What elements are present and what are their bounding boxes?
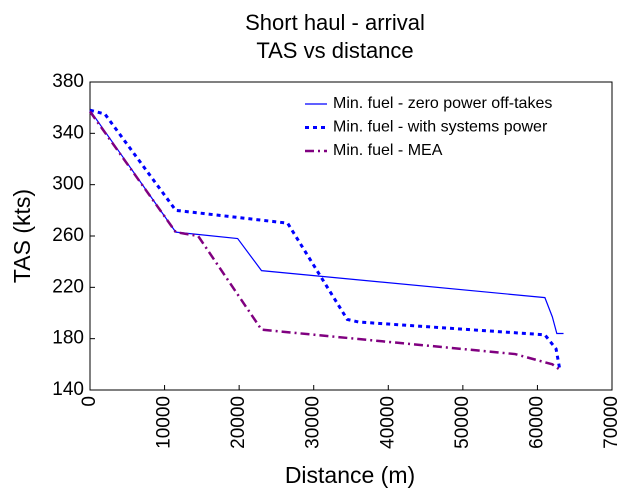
x-tick-label: 60000 (526, 396, 547, 449)
x-tick-label: 40000 (377, 396, 398, 449)
y-tick-label: 300 (52, 174, 84, 195)
y-tick-label: 140 (52, 379, 84, 400)
y-axis-label: TAS (kts) (9, 189, 35, 283)
y-tick-label: 180 (52, 328, 84, 349)
series-line (89, 108, 562, 370)
x-tick-label: 10000 (154, 396, 175, 449)
series-line (89, 109, 564, 335)
x-tick-label: 0 (79, 396, 100, 407)
legend-label: Min. fuel - zero power off-takes (333, 95, 552, 112)
chart-subtitle: TAS vs distance (256, 38, 413, 63)
y-tick-label: 220 (52, 276, 84, 297)
legend-label: Min. fuel - with systems power (333, 119, 548, 136)
y-tick-label: 260 (52, 225, 84, 246)
x-tick-label: 20000 (228, 396, 249, 449)
x-axis-label: Distance (m) (285, 462, 415, 488)
series-line (88, 110, 563, 372)
chart-title: Short haul - arrival (245, 10, 425, 35)
x-tick-label: 50000 (452, 396, 473, 449)
x-tick-label: 70000 (601, 396, 622, 449)
y-tick-label: 340 (52, 122, 84, 143)
x-tick-label: 30000 (303, 396, 324, 449)
legend-label: Min. fuel - MEA (333, 142, 443, 159)
y-tick-label: 380 (52, 71, 84, 92)
